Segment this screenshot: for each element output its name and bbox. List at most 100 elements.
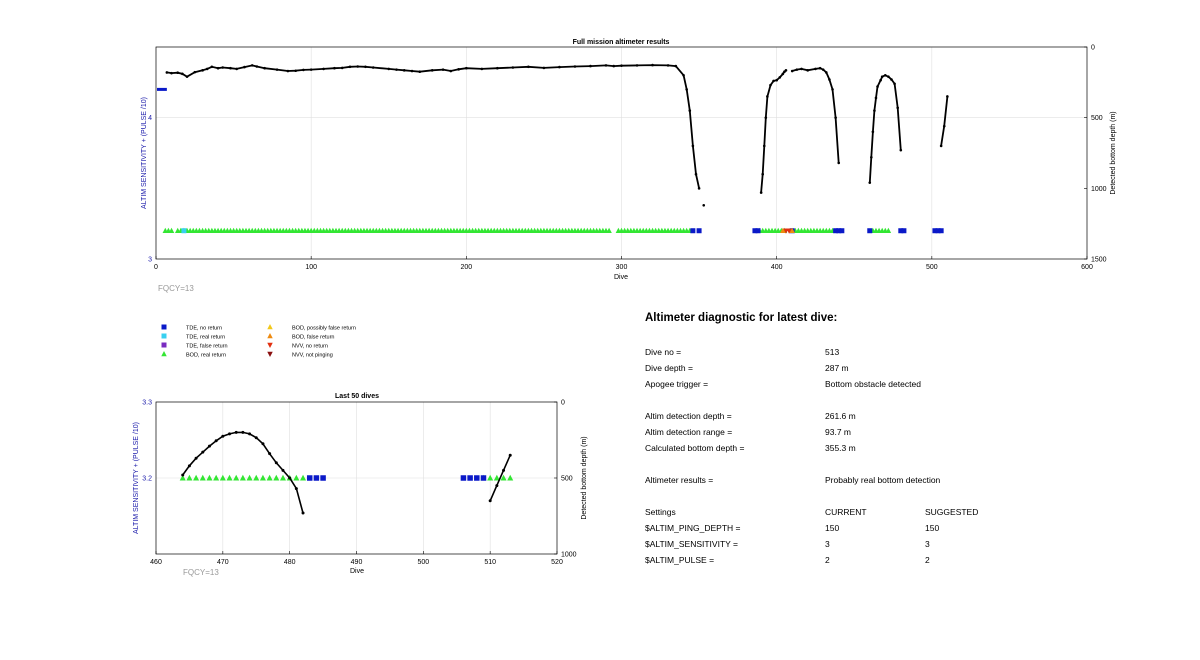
depth-point	[769, 83, 772, 87]
legend-label: TDE, no return	[186, 325, 222, 331]
marker-tde-no-return	[898, 228, 904, 234]
marker-tde-no-return	[480, 475, 487, 481]
diagnostic-value: 261.6 m	[825, 411, 856, 421]
depth-point	[589, 64, 592, 68]
y2-tick-label: 0	[561, 400, 565, 407]
depth-point	[356, 65, 360, 68]
legend-marker	[267, 342, 273, 348]
full-mission-chart: Full mission altimeter results 0 100 200 30…	[141, 39, 1117, 293]
legend-label: BOD, false return	[292, 334, 335, 340]
depth-point	[185, 75, 189, 78]
x-tick-label: 510	[484, 559, 496, 566]
depth-point	[194, 456, 198, 460]
depth-point	[764, 116, 768, 119]
legend-marker	[267, 324, 273, 330]
last-50-dives-chart: Last 50 dives 460 470 480 490 500 510 520 3.2 3.…	[133, 393, 588, 577]
marker-tde-no-return	[839, 228, 845, 234]
depth-point	[527, 65, 530, 69]
depth-point	[818, 66, 822, 70]
diagnostic-label: Altimeter results =	[645, 475, 714, 485]
depth-point	[874, 96, 878, 100]
x-tick-label: 460	[150, 559, 162, 566]
x-tick-label: 300	[616, 264, 628, 271]
depth-point	[263, 66, 266, 70]
marker-bod-real-return	[293, 474, 300, 481]
depth-point	[281, 468, 285, 472]
marker-bod-real-return	[199, 474, 206, 481]
depth-point	[201, 450, 205, 454]
diagnostic-value: 2	[825, 555, 830, 565]
depth-point	[302, 68, 305, 72]
depth-point	[255, 65, 259, 68]
diagnostic-value: 287 m	[825, 363, 849, 373]
depth-point	[772, 79, 775, 83]
depth-point	[558, 65, 561, 69]
marker-bod-real-return	[219, 474, 226, 481]
depth-point	[410, 69, 414, 73]
legend-marker	[161, 351, 167, 357]
depth-point	[674, 64, 678, 68]
depth-line	[791, 67, 840, 163]
chart2-xlabel: Dive	[350, 568, 364, 575]
y-tick-label: 3.3	[142, 400, 152, 407]
marker-bod-real-return	[193, 474, 200, 481]
diagnostic-value: CURRENT	[825, 507, 867, 517]
depth-point	[181, 72, 184, 76]
diagnostic-label: $ALTIM_PING_DEPTH =	[645, 523, 741, 533]
diagnostic-row: $ALTIM_PING_DEPTH = 150 150	[645, 523, 1165, 535]
legend-label: BOD, real return	[186, 352, 226, 358]
depth-point	[333, 66, 336, 70]
marker-bod-real-return	[487, 474, 494, 481]
depth-line	[940, 96, 949, 147]
depth-point	[775, 78, 778, 82]
depth-point	[207, 444, 211, 448]
depth-point	[418, 70, 422, 74]
diagnostic-value: 3	[825, 539, 830, 549]
depth-point	[508, 453, 512, 457]
depth-point	[880, 75, 884, 78]
depth-line	[166, 64, 700, 189]
chart2-y2label: Detected bottom depth (m)	[581, 436, 588, 519]
depth-point	[651, 63, 654, 67]
depth-point	[348, 65, 352, 69]
x-tick-label: 100	[305, 264, 317, 271]
depth-point	[234, 430, 238, 434]
depth-point	[939, 144, 943, 148]
depth-point	[790, 69, 794, 73]
depth-point	[825, 71, 828, 74]
diagnostic-row: Altim detection range = 93.7 m	[645, 427, 1165, 439]
marker-bod-real-return	[246, 474, 253, 481]
depth-point	[214, 439, 218, 443]
diagnostic-suggested: 3	[925, 539, 930, 549]
depth-point	[899, 148, 903, 152]
chart1-title: Full mission altimeter results	[573, 39, 670, 46]
y2-tick-label: 500	[1091, 115, 1103, 122]
chart2-fqcy: FQCY=13	[183, 568, 219, 577]
diagnostic-label: Settings	[645, 507, 676, 517]
diagnostic-row: Calculated bottom depth = 355.3 m	[645, 443, 1165, 455]
legend-marker	[267, 351, 273, 357]
depth-line	[760, 69, 787, 193]
x-tick-label: 400	[771, 264, 783, 271]
diagnostic-value: 93.7 m	[825, 427, 851, 437]
depth-point	[604, 64, 608, 67]
diagnostic-label: $ALTIM_PULSE =	[645, 555, 715, 565]
depth-point	[205, 67, 209, 71]
chart1-y2label: Detected bottom depth (m)	[1110, 111, 1117, 194]
depth-point	[340, 66, 344, 70]
y2-tick-label: 1500	[1091, 257, 1107, 264]
diagnostic-label: Altim detection range =	[645, 427, 733, 437]
depth-point	[229, 66, 232, 70]
marker-tde-no-return	[867, 228, 873, 234]
depth-point	[294, 487, 298, 491]
depth-point	[449, 69, 453, 73]
depth-point	[221, 66, 225, 69]
depth-point	[364, 65, 367, 69]
diagnostic-row: Apogee trigger = Bottom obstacle detected	[645, 379, 1165, 391]
marker-bod-real-return	[507, 474, 514, 481]
depth-point	[666, 64, 670, 67]
x-tick-label: 480	[284, 559, 296, 566]
depth-point	[778, 76, 782, 79]
depth-point	[301, 511, 305, 515]
depth-point	[620, 64, 623, 67]
